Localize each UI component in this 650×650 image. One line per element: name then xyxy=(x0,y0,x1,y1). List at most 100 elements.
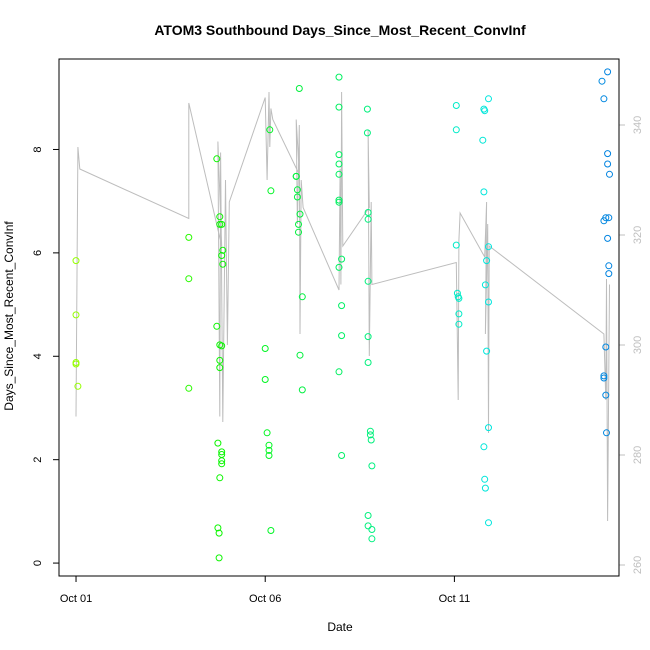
data-point xyxy=(216,220,224,228)
data-point xyxy=(72,311,80,319)
data-point xyxy=(485,298,492,306)
data-point xyxy=(292,172,300,180)
data-point xyxy=(364,215,372,223)
data-point xyxy=(481,281,489,289)
data-point xyxy=(219,246,227,254)
data-point xyxy=(368,535,376,543)
y-tick-label: 8 xyxy=(32,146,44,152)
data-point xyxy=(267,527,275,534)
data-point xyxy=(218,460,226,468)
data-point xyxy=(483,257,491,265)
data-point xyxy=(485,519,492,527)
data-point xyxy=(604,160,612,168)
data-point xyxy=(364,209,372,216)
data-point xyxy=(363,105,371,113)
data-point xyxy=(213,155,221,163)
data-point xyxy=(216,474,224,482)
data-point xyxy=(295,220,302,228)
data-point xyxy=(364,333,372,341)
data-point xyxy=(366,431,374,439)
data-point xyxy=(598,77,606,85)
data-point xyxy=(605,214,613,222)
data-point xyxy=(604,150,612,158)
x-tick-label: Oct 06 xyxy=(249,593,281,605)
data-point xyxy=(481,484,489,492)
data-point xyxy=(603,429,610,437)
data-point xyxy=(605,262,613,270)
data-point xyxy=(218,448,226,456)
data-point xyxy=(338,332,346,340)
data-point xyxy=(298,293,306,301)
y2-tick-label: 280 xyxy=(632,446,644,464)
data-point xyxy=(602,343,610,351)
data-point xyxy=(368,462,376,470)
data-point xyxy=(604,68,612,76)
data-point xyxy=(602,214,610,222)
data-point xyxy=(216,356,224,364)
data-point xyxy=(293,193,301,201)
data-point xyxy=(452,241,460,249)
data-point xyxy=(215,554,223,562)
data-point xyxy=(298,386,306,394)
data-point xyxy=(364,512,372,519)
data-point xyxy=(72,360,80,368)
data-point xyxy=(219,260,227,268)
data-point xyxy=(600,374,608,382)
y2-tick-label: 300 xyxy=(632,336,644,354)
data-point xyxy=(216,213,224,221)
data-point xyxy=(483,347,491,355)
data-point xyxy=(72,257,80,265)
data-point xyxy=(368,526,376,533)
data-point xyxy=(605,270,613,278)
data-point xyxy=(185,233,193,241)
data-point xyxy=(481,107,489,115)
x-axis-label: Date xyxy=(327,620,353,634)
data-point xyxy=(338,452,346,459)
data-point xyxy=(600,372,608,380)
line-series xyxy=(75,91,610,522)
data-point xyxy=(485,95,492,103)
line-series-path xyxy=(75,91,610,522)
data-point xyxy=(480,188,488,196)
data-point xyxy=(604,234,612,242)
data-point xyxy=(606,170,613,178)
scatter-points xyxy=(72,68,613,562)
data-point xyxy=(216,364,224,372)
data-point xyxy=(481,475,489,483)
plot-frame xyxy=(58,58,620,577)
data-point xyxy=(267,187,275,195)
data-point xyxy=(293,186,301,194)
data-point xyxy=(295,228,302,236)
data-point xyxy=(296,210,304,218)
data-point xyxy=(265,452,273,459)
data-point xyxy=(218,342,226,350)
data-point xyxy=(452,102,460,109)
data-point xyxy=(335,170,343,178)
data-point xyxy=(335,198,343,206)
data-point xyxy=(364,277,372,285)
data-point xyxy=(261,376,269,383)
data-point xyxy=(455,320,463,328)
data-point xyxy=(338,255,346,263)
data-point xyxy=(364,522,372,530)
data-point xyxy=(335,151,343,159)
data-point xyxy=(296,351,304,359)
x-tick-label: Oct 01 xyxy=(60,593,92,605)
y2-tick-label: 320 xyxy=(632,226,644,244)
data-point xyxy=(364,359,372,366)
data-point xyxy=(363,129,371,137)
data-point xyxy=(602,391,610,399)
data-point xyxy=(214,439,222,447)
data-point xyxy=(335,160,343,168)
data-point xyxy=(485,424,492,432)
data-point xyxy=(263,429,271,437)
data-point xyxy=(338,302,346,310)
x-tick-label: Oct 11 xyxy=(439,593,471,605)
data-point xyxy=(295,85,303,92)
data-point xyxy=(479,136,487,144)
data-point xyxy=(335,73,343,81)
y2-tick-label: 340 xyxy=(632,116,644,134)
y-tick-label: 2 xyxy=(32,457,44,463)
data-point xyxy=(266,126,274,134)
